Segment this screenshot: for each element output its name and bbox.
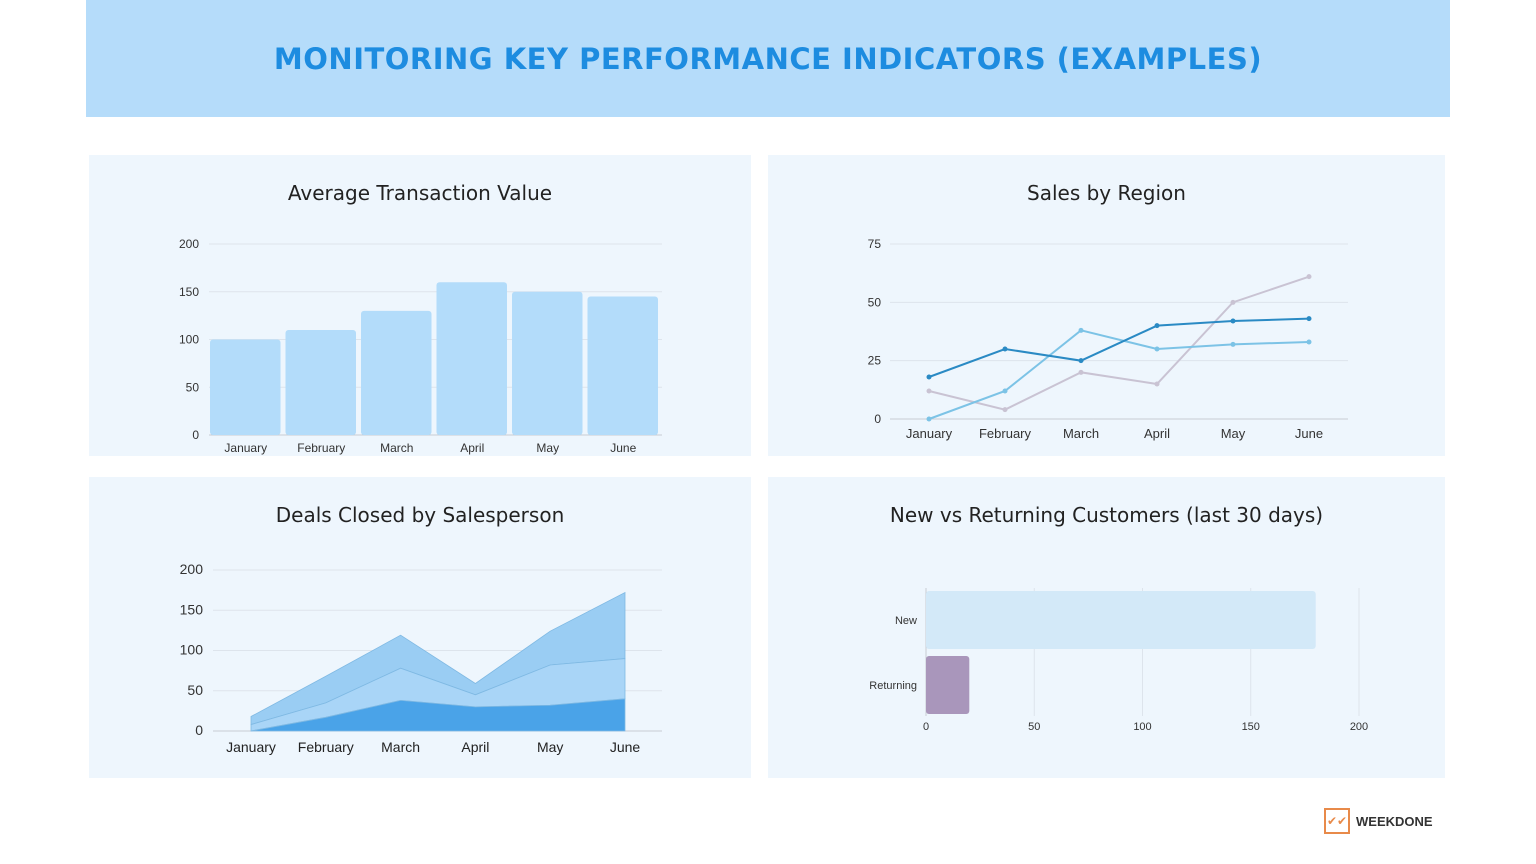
- bar: [512, 291, 583, 435]
- y-tick-label: New: [895, 615, 917, 627]
- data-point: [1230, 318, 1236, 324]
- series-line: [928, 329, 1310, 420]
- y-tick-label: 200: [179, 237, 199, 251]
- data-point: [1002, 407, 1008, 413]
- x-tick-label: June: [610, 441, 636, 455]
- bar: [436, 282, 507, 435]
- y-tick-label: 0: [874, 412, 881, 426]
- bar: [285, 329, 356, 435]
- y-tick-label: 150: [179, 285, 199, 299]
- x-tick-label: June: [1295, 426, 1323, 441]
- bar: [361, 310, 432, 435]
- x-tick-label: January: [906, 426, 953, 441]
- data-point: [1306, 339, 1312, 345]
- series-line: [928, 317, 1310, 378]
- y-tick-label: 50: [868, 295, 882, 309]
- x-tick-label: February: [979, 426, 1032, 441]
- x-tick-label: April: [461, 739, 489, 755]
- y-tick-label: 75: [868, 237, 882, 251]
- x-tick-label: March: [381, 739, 420, 755]
- x-tick-label: March: [1063, 426, 1099, 441]
- y-tick-label: 50: [187, 682, 203, 698]
- data-point: [1002, 388, 1008, 394]
- x-tick-label: 100: [1133, 721, 1151, 733]
- y-tick-label: 200: [180, 561, 204, 577]
- data-point: [1154, 323, 1160, 329]
- chart-title: Deals Closed by Salesperson: [275, 503, 565, 527]
- bar: [926, 591, 1316, 649]
- x-tick-label: April: [1144, 426, 1170, 441]
- data-point: [1078, 358, 1084, 364]
- y-tick-label: 25: [868, 354, 882, 368]
- data-point: [1230, 341, 1236, 347]
- x-tick-label: January: [226, 739, 276, 755]
- data-point: [1154, 381, 1160, 387]
- y-tick-label: 0: [192, 428, 199, 442]
- panel-sales-region: Sales by Region: [768, 155, 1445, 456]
- area-layer: [250, 698, 626, 732]
- x-tick-label: May: [537, 739, 563, 755]
- y-tick-label: 100: [179, 333, 199, 347]
- data-point: [1306, 316, 1312, 322]
- chart-title: New vs Returning Customers (last 30 days…: [889, 503, 1324, 527]
- chart-title: Sales by Region: [1027, 181, 1186, 205]
- y-tick-label: 100: [180, 642, 204, 658]
- data-point: [1230, 299, 1236, 305]
- series-line: [928, 275, 1310, 411]
- x-tick-label: June: [610, 739, 641, 755]
- data-point: [1154, 346, 1160, 352]
- weekdone-logo: ✔✔ WEEKDONE: [1324, 808, 1433, 834]
- x-tick-label: April: [460, 441, 484, 455]
- bar: [587, 296, 658, 435]
- data-point: [926, 388, 932, 394]
- page-title: MONITORING KEY PERFORMANCE INDICATORS (E…: [273, 41, 1263, 76]
- x-tick-label: 200: [1350, 721, 1368, 733]
- check-icon: ✔✔: [1324, 808, 1350, 834]
- data-point: [1002, 346, 1008, 352]
- y-tick-label: 50: [186, 380, 200, 394]
- bar: [926, 656, 970, 714]
- header-banner: MONITORING KEY PERFORMANCE INDICATORS (E…: [86, 0, 1450, 117]
- logo-text: WEEKDONE: [1356, 813, 1433, 829]
- x-tick-label: May: [1221, 426, 1246, 441]
- x-tick-label: January: [224, 441, 267, 455]
- chart-title: Average Transaction Value: [287, 181, 553, 205]
- x-tick-label: 0: [923, 721, 929, 733]
- data-point: [1306, 274, 1312, 280]
- x-tick-label: 50: [1028, 721, 1040, 733]
- y-tick-label: Returning: [869, 680, 917, 692]
- x-tick-label: March: [380, 441, 413, 455]
- data-point: [926, 374, 932, 380]
- data-point: [1078, 369, 1084, 375]
- x-tick-label: February: [298, 739, 354, 755]
- x-tick-label: 150: [1242, 721, 1260, 733]
- data-point: [926, 416, 932, 422]
- x-tick-label: May: [536, 441, 559, 455]
- data-point: [1078, 327, 1084, 333]
- x-tick-label: February: [297, 441, 345, 455]
- y-tick-label: 0: [195, 722, 203, 738]
- y-tick-label: 150: [180, 601, 204, 617]
- bar: [210, 339, 281, 435]
